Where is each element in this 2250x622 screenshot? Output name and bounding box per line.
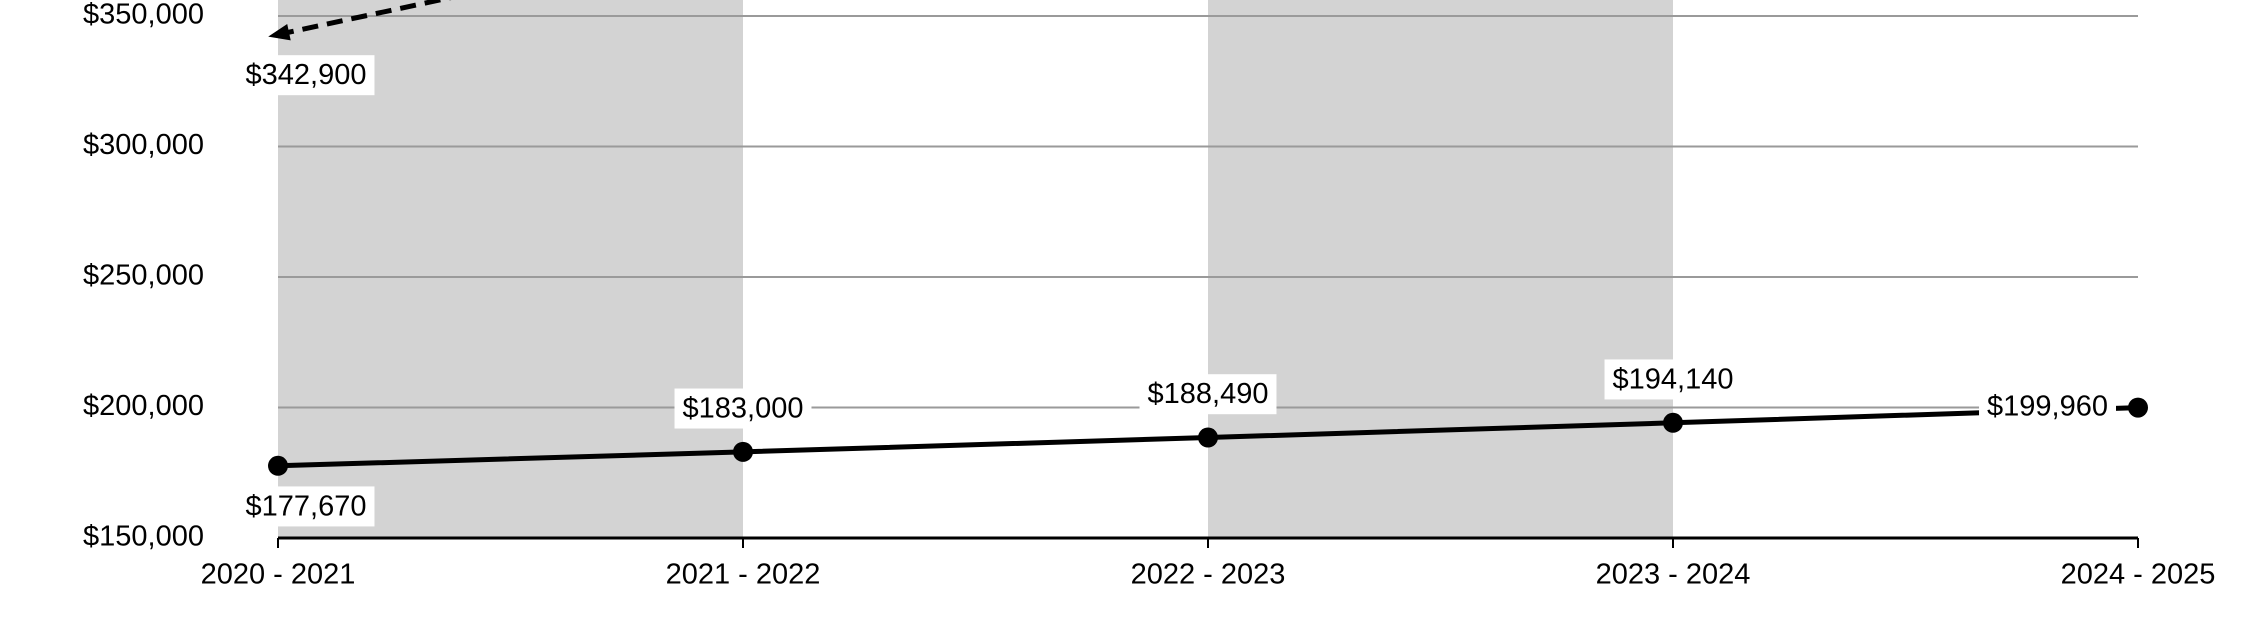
- x-tick-label: 2021 - 2022: [666, 559, 821, 591]
- label-box: [1604, 359, 1742, 400]
- y-tick-label: $200,000: [83, 390, 204, 422]
- value-label: $194,140: [1604, 359, 1742, 400]
- x-tick-label: 2023 - 2024: [1596, 559, 1751, 591]
- point: [1663, 412, 1683, 433]
- point: [1198, 427, 1218, 448]
- label-box: [674, 388, 812, 429]
- bands: [278, 0, 1673, 538]
- y-tick-label: $250,000: [83, 260, 204, 292]
- value-label: $188,490: [1139, 374, 1277, 415]
- y-tick-label: $300,000: [83, 129, 204, 161]
- value-label-text: $342,900: [246, 59, 367, 91]
- label-box: [237, 55, 375, 96]
- value-label-text: $194,140: [1613, 363, 1734, 395]
- label-box: [237, 486, 375, 527]
- value-label: $177,670: [237, 486, 375, 527]
- value-label: $199,960: [1979, 386, 2116, 427]
- label-box: [1139, 374, 1277, 415]
- value-label-text: $183,000: [683, 393, 804, 425]
- series-line: [277, 0, 452, 37]
- point: [268, 455, 288, 476]
- point: [733, 441, 753, 462]
- band: [1208, 0, 1673, 538]
- label-box: [1979, 386, 2116, 427]
- y-tick-label: $150,000: [83, 521, 204, 553]
- x-tick-label: 2022 - 2023: [1131, 559, 1286, 591]
- point: [2128, 397, 2148, 418]
- value-label-text: $199,960: [1987, 390, 2108, 422]
- value-label-text: $188,490: [1148, 378, 1269, 410]
- y-tick-label: $350,000: [83, 0, 204, 31]
- value-label: $342,900: [237, 55, 375, 96]
- point: [268, 23, 291, 41]
- x-tick-label: 2020 - 2021: [201, 559, 356, 591]
- value-label: $183,000: [674, 388, 812, 429]
- x-tick-label: 2024 - 2025: [2061, 559, 2216, 591]
- value-label-text: $177,670: [246, 490, 367, 522]
